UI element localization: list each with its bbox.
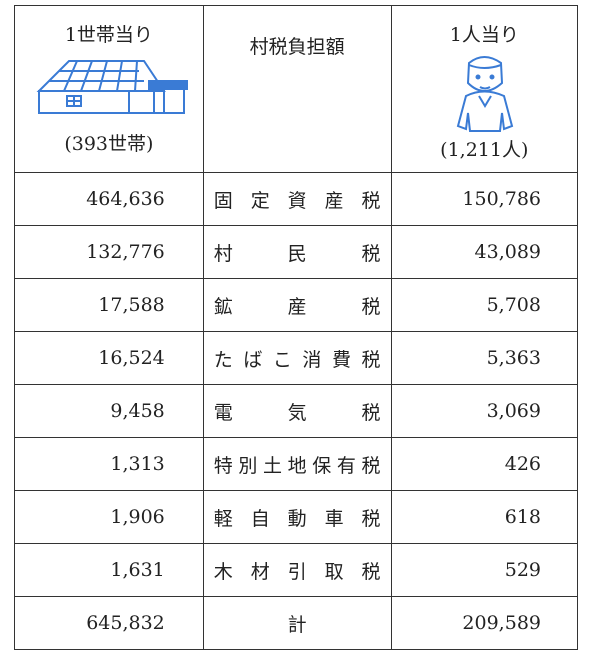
household-count: (393世帯) bbox=[64, 133, 154, 155]
tax-name: 軽自動車税 bbox=[213, 507, 381, 530]
table-row: 1,631 木材引取税 529 bbox=[14, 543, 579, 597]
household-amount: 17,588 bbox=[14, 278, 204, 332]
tax-name-cell: 計 bbox=[202, 596, 392, 650]
header-row: 1世帯当り (393世帯) 村税負担額 1人当り bbox=[14, 5, 579, 173]
person-amount: 5,708 bbox=[390, 278, 579, 332]
middle-title: 村税負担額 bbox=[249, 35, 345, 58]
person-amount: 426 bbox=[390, 437, 579, 491]
tax-name-cell: たばこ消費税 bbox=[202, 331, 392, 385]
tax-name: 村民税 bbox=[213, 242, 381, 265]
table-row: 17,588 鉱産税 5,708 bbox=[14, 278, 579, 332]
household-title: 1世帯当り bbox=[64, 24, 153, 46]
tax-name-cell: 木材引取税 bbox=[202, 543, 392, 597]
tax-name: たばこ消費税 bbox=[213, 348, 381, 371]
tax-name-cell: 村民税 bbox=[202, 225, 392, 279]
table-row: 1,313 特別土地保有税 426 bbox=[14, 437, 579, 491]
person-count: (1,211人) bbox=[440, 139, 529, 161]
person-amount: 618 bbox=[390, 490, 579, 544]
person-title: 1人当り bbox=[449, 24, 519, 46]
person-amount: 529 bbox=[390, 543, 579, 597]
table-row: 464,636 固定資産税 150,786 bbox=[14, 172, 579, 226]
tax-name: 固定資産税 bbox=[213, 189, 381, 212]
tax-name-cell: 電気税 bbox=[202, 384, 392, 438]
person-icon bbox=[457, 56, 514, 132]
house-icon bbox=[36, 60, 188, 114]
person-amount: 209,589 bbox=[390, 596, 579, 650]
person-amount: 3,069 bbox=[390, 384, 579, 438]
table-body: 464,636 固定資産税 150,786 132,776 村民税 43,089 17,58… bbox=[14, 172, 579, 650]
household-amount: 1,906 bbox=[14, 490, 204, 544]
household-amount: 464,636 bbox=[14, 172, 204, 226]
person-amount: 5,363 bbox=[390, 331, 579, 385]
tax-name-cell: 固定資産税 bbox=[202, 172, 392, 226]
tax-name: 特別土地保有税 bbox=[213, 454, 381, 477]
household-amount: 132,776 bbox=[14, 225, 204, 279]
tax-name: 計 bbox=[287, 613, 307, 636]
household-header: 1世帯当り (393世帯) bbox=[14, 5, 204, 173]
household-amount: 16,524 bbox=[14, 331, 204, 385]
table-row: 645,832 計 209,589 bbox=[14, 596, 579, 650]
tax-name-cell: 軽自動車税 bbox=[202, 490, 392, 544]
person-amount: 150,786 bbox=[390, 172, 579, 226]
table-row: 16,524 たばこ消費税 5,363 bbox=[14, 331, 579, 385]
tax-name-cell: 鉱産税 bbox=[202, 278, 392, 332]
household-amount: 9,458 bbox=[14, 384, 204, 438]
table-row: 9,458 電気税 3,069 bbox=[14, 384, 579, 438]
table-row: 132,776 村民税 43,089 bbox=[14, 225, 579, 279]
household-amount: 1,631 bbox=[14, 543, 204, 597]
person-amount: 43,089 bbox=[390, 225, 579, 279]
tax-name: 木材引取税 bbox=[213, 560, 381, 583]
person-header: 1人当り (1,211人) bbox=[390, 5, 579, 173]
tax-name: 鉱産税 bbox=[213, 295, 381, 318]
tax-name: 電気税 bbox=[213, 401, 381, 424]
tax-name-cell: 特別土地保有税 bbox=[202, 437, 392, 491]
tax-table: 1世帯当り (393世帯) 村税負担額 1人当り bbox=[14, 5, 579, 650]
table-row: 1,906 軽自動車税 618 bbox=[14, 490, 579, 544]
household-amount: 1,313 bbox=[14, 437, 204, 491]
middle-header: 村税負担額 bbox=[202, 5, 392, 173]
household-amount: 645,832 bbox=[14, 596, 204, 650]
